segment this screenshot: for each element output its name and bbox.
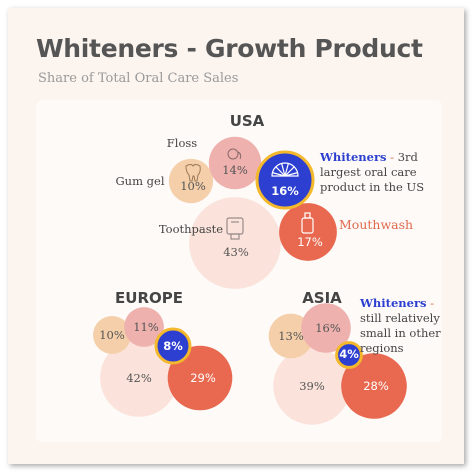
usa-annotation-dash: - [386,150,398,164]
value-label-europe-gum-gel: 10% [99,328,125,342]
bubble-usa-whiteners [255,150,315,210]
bubble-europe-floss [124,307,164,347]
value-label-asia-whiteners: 4% [339,347,359,361]
bubble-asia-floss [301,303,351,353]
page-title: Whiteners - Growth Product [36,34,423,63]
bubble-asia-toothpaste [273,347,351,425]
usa-annotation-highlight: Whiteners [320,150,387,164]
category-label-floss: Floss [167,136,197,150]
page-subtitle: Share of Total Oral Care Sales [38,71,239,86]
value-label-europe-toothpaste: 42% [126,371,152,385]
value-label-europe-mouthwash: 29% [190,371,216,385]
bubble-group-usa: USA 43% 17% 10% 14% 16% Floss Gum gel Toothpaste [116,112,337,289]
asia-annotation-text: still relatively small in other regions [360,311,441,355]
region-label-asia: ASIA [302,289,342,307]
value-label-asia-toothpaste: 39% [299,379,325,393]
mouthwash-label: Mouthwash [339,217,414,232]
usa-annotation: Whiteners - 3rd largest oral care produc… [320,150,440,195]
region-label-usa: USA [230,112,265,130]
value-label-europe-floss: 11% [133,320,159,334]
bubble-europe-mouthwash [167,345,233,411]
region-label-europe: EUROPE [115,289,183,307]
value-label-usa-floss: 14% [222,163,248,177]
bubble-usa-floss [208,136,262,190]
fan-shade-icon [271,162,299,177]
asia-annotation-dash: - [426,296,435,310]
value-label-usa-toothpaste: 43% [223,245,249,259]
bubble-europe-toothpaste [100,339,178,417]
category-label-gum-gel: Gum gel [116,174,165,188]
bubble-asia-mouthwash [341,353,407,419]
value-label-europe-whiteners: 8% [163,339,183,353]
value-label-asia-mouthwash: 28% [363,379,389,393]
toothpaste-tube-icon [226,217,244,240]
value-label-asia-gum-gel: 13% [278,329,304,343]
floss-icon [227,148,242,160]
mouthwash-bottle-icon [301,212,314,234]
asia-annotation: Whiteners - still relatively small in ot… [360,296,456,356]
value-label-usa-mouthwash: 17% [297,235,323,249]
tooth-icon [185,164,201,182]
bubble-group-europe: EUROPE 42% 29% 10% 11% 8% [93,289,233,417]
bubble-usa-toothpaste [189,197,281,289]
value-label-usa-whiteners: 16% [271,184,299,198]
category-label-toothpaste: Toothpaste [159,222,223,236]
bubble-usa-mouthwash [279,203,337,261]
value-label-usa-gum-gel: 10% [180,179,206,193]
asia-annotation-highlight: Whiteners [360,296,427,310]
value-label-asia-floss: 16% [315,321,341,335]
bubble-europe-whiteners [154,327,192,365]
usa-annotation-text: 3rd largest oral care product in the US [320,150,425,194]
bubble-asia-whiteners [335,341,363,369]
bubble-group-asia: ASIA 39% 28% 13% 16% 4% [268,289,407,425]
bubble-europe-gum-gel [93,316,131,354]
